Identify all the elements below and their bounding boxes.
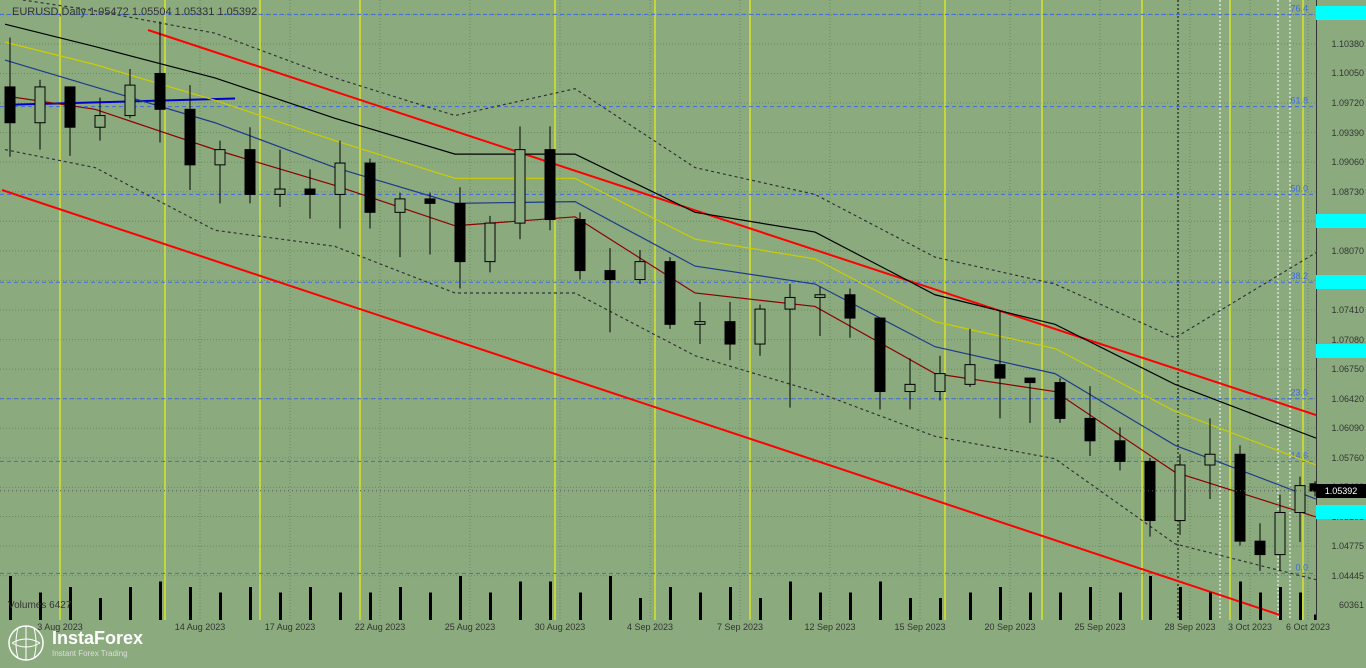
time-tick: 4 Sep 2023 xyxy=(627,622,673,632)
price-tick: 1.09720 xyxy=(1331,98,1364,108)
logo-main: InstaForex xyxy=(52,628,143,649)
price-tick: 1.10380 xyxy=(1331,39,1364,49)
time-tick: 12 Sep 2023 xyxy=(804,622,855,632)
svg-text:0.0: 0.0 xyxy=(1295,562,1308,572)
time-tick: 20 Sep 2023 xyxy=(984,622,1035,632)
logo-area: InstaForex Instant Forex Trading xyxy=(0,618,220,668)
volume-tick: 60361 xyxy=(1339,600,1364,610)
cyan-price-marker xyxy=(1316,214,1366,228)
price-tick: 1.04775 xyxy=(1331,541,1364,551)
price-tick: 1.09060 xyxy=(1331,157,1364,167)
time-tick: 28 Sep 2023 xyxy=(1164,622,1215,632)
price-tick: 1.09390 xyxy=(1331,128,1364,138)
svg-text:23.6: 23.6 xyxy=(1290,388,1308,398)
chart-area[interactable]: EURUSD,Daily 1.05472 1.05504 1.05331 1.0… xyxy=(0,0,1316,620)
price-tick: 1.07080 xyxy=(1331,335,1364,345)
time-tick: 6 Oct 2023 xyxy=(1286,622,1330,632)
time-tick: 15 Sep 2023 xyxy=(894,622,945,632)
time-tick: 25 Aug 2023 xyxy=(445,622,496,632)
time-tick: 30 Aug 2023 xyxy=(535,622,586,632)
cyan-price-marker xyxy=(1316,6,1366,20)
price-tick: 1.07410 xyxy=(1331,305,1364,315)
current-price-marker: 1.05392 xyxy=(1316,484,1366,498)
instaforex-logo-icon xyxy=(8,625,44,661)
svg-text:76.4: 76.4 xyxy=(1290,3,1308,13)
chart-container: EURUSD,Daily 1.05472 1.05504 1.05331 1.0… xyxy=(0,0,1366,668)
chart-svg: 76.461.850.038.223.614.60.0 xyxy=(0,0,1316,620)
price-tick: 1.06090 xyxy=(1331,423,1364,433)
cyan-price-marker xyxy=(1316,344,1366,358)
svg-text:50.0: 50.0 xyxy=(1290,183,1308,193)
price-tick: 1.10050 xyxy=(1331,68,1364,78)
time-tick: 17 Aug 2023 xyxy=(265,622,316,632)
cyan-price-marker xyxy=(1316,275,1366,289)
price-tick: 1.06420 xyxy=(1331,394,1364,404)
price-tick: 1.04445 xyxy=(1331,571,1364,581)
price-tick: 1.08070 xyxy=(1331,246,1364,256)
logo-sub: Instant Forex Trading xyxy=(52,649,143,658)
price-tick: 1.05760 xyxy=(1331,453,1364,463)
time-tick: 25 Sep 2023 xyxy=(1074,622,1125,632)
svg-text:38.2: 38.2 xyxy=(1290,271,1308,281)
logo-text: InstaForex Instant Forex Trading xyxy=(52,628,143,658)
cyan-price-marker xyxy=(1316,505,1366,519)
price-axis: 1.107051.103801.100501.097201.093901.090… xyxy=(1316,0,1366,620)
svg-text:61.8: 61.8 xyxy=(1290,96,1308,106)
time-tick: 3 Oct 2023 xyxy=(1228,622,1272,632)
price-tick: 1.06750 xyxy=(1331,364,1364,374)
time-tick: 7 Sep 2023 xyxy=(717,622,763,632)
chart-title: EURUSD,Daily 1.05472 1.05504 1.05331 1.0… xyxy=(12,6,257,18)
price-tick: 1.08730 xyxy=(1331,187,1364,197)
volumes-label: Volumes 6427 xyxy=(8,600,71,611)
time-tick: 22 Aug 2023 xyxy=(355,622,406,632)
